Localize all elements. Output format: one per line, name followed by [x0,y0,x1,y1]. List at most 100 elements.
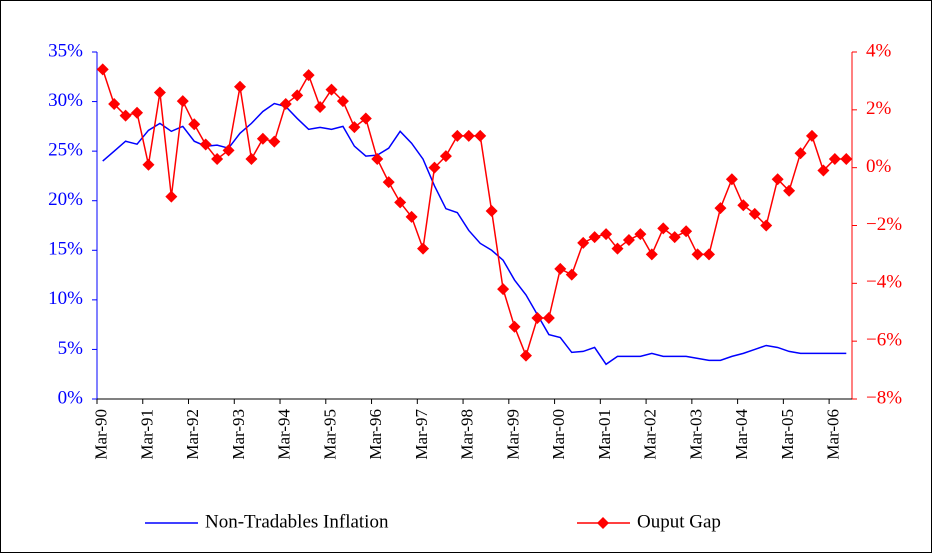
x-tick-label: Mar-99 [503,409,522,460]
series-marker [302,69,315,82]
series-marker [336,95,349,108]
series-marker [519,349,532,362]
series-marker [222,144,235,157]
series-marker [474,129,487,142]
y-tick-label: 15% [48,239,83,260]
y2-tick-label: 4% [866,40,892,61]
x-tick-label: Mar-05 [778,409,797,460]
series-marker [119,109,132,122]
series-marker [428,161,441,174]
series-marker [737,199,750,212]
series-marker [680,225,693,238]
series-marker [439,150,452,163]
legend-label: Non-Tradables Inflation [205,511,389,532]
x-tick-label: Mar-01 [595,409,614,460]
series-marker [233,80,246,93]
series-marker [840,152,853,165]
y-tick-label: 10% [48,288,83,309]
x-tick-label: Mar-94 [275,409,294,460]
x-tick-label: Mar-98 [458,409,477,460]
series-marker [462,129,475,142]
series-marker [588,231,601,244]
series-marker [760,219,773,232]
series-marker [325,83,338,96]
series-marker [531,312,544,325]
series-marker [554,262,567,275]
series-marker [348,121,361,134]
series-marker [451,129,464,142]
series-marker [725,173,738,186]
series-marker [508,320,521,333]
series-marker [828,152,841,165]
series-marker [199,138,212,151]
series-marker [142,158,155,171]
series-marker [748,207,761,220]
series-marker [268,135,281,148]
series-marker [108,98,121,111]
x-tick-label: Mar-90 [92,409,111,460]
series-marker [394,196,407,209]
x-tick-label: Mar-00 [549,409,568,460]
series-marker [153,86,166,99]
series-marker [657,222,670,235]
series-marker [131,106,144,119]
series-marker [188,118,201,131]
series-marker [783,184,796,197]
series-marker [165,190,178,203]
series-marker [542,312,555,325]
series-marker [703,248,716,261]
series-marker [645,248,658,261]
y2-tick-label: −4% [866,272,902,293]
series-marker [611,242,624,255]
y-tick-label: 0% [58,387,84,408]
series-marker [96,63,109,76]
series-marker [771,173,784,186]
y2-tick-label: 2% [866,98,892,119]
x-tick-label: Mar-96 [366,409,385,460]
y-tick-label: 25% [48,140,83,161]
series-marker [497,283,510,296]
x-tick-label: Mar-02 [641,409,660,460]
series-marker [817,164,830,177]
series-marker [359,112,372,125]
series-marker [279,98,292,111]
x-tick-label: Mar-06 [824,409,843,460]
series-marker [634,228,647,241]
series-marker [291,89,304,102]
x-tick-label: Mar-03 [686,409,705,460]
series-marker [314,100,327,113]
x-tick-label: Mar-91 [137,409,156,460]
series-marker [417,242,430,255]
series-marker [382,176,395,189]
series-marker [211,152,224,165]
y2-tick-label: −2% [866,214,902,235]
series-marker [600,228,613,241]
y-tick-label: 20% [48,189,83,210]
series-marker [256,132,269,145]
series-marker [176,95,189,108]
y2-tick-label: −8% [866,387,902,408]
series-marker [245,152,258,165]
y-tick-label: 5% [58,338,84,359]
series-marker [668,231,681,244]
series-marker [405,210,418,223]
x-tick-label: Mar-93 [229,409,248,460]
y-tick-label: 35% [48,40,83,61]
series-marker [577,236,590,249]
y2-tick-label: 0% [866,156,892,177]
series-marker [371,152,384,165]
legend-marker [597,517,609,529]
legend-label: Ouput Gap [637,511,721,532]
y2-tick-label: −6% [866,330,902,351]
series-marker [794,147,807,160]
x-tick-label: Mar-04 [732,409,751,460]
series-marker [805,129,818,142]
x-tick-label: Mar-97 [412,409,431,460]
x-tick-label: Mar-92 [183,409,202,460]
series-marker [691,248,704,261]
x-tick-label: Mar-95 [320,409,339,460]
series-marker [622,233,635,246]
series-marker [485,205,498,218]
